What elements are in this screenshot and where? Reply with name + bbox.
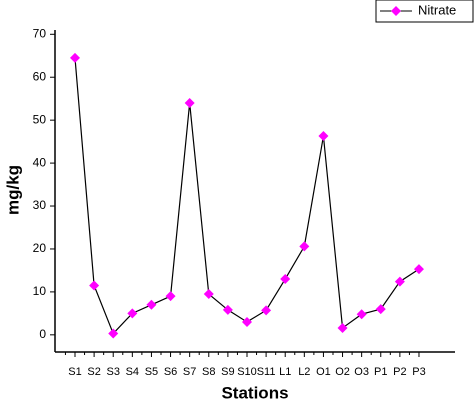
marker [280, 274, 291, 285]
marker [413, 264, 424, 275]
y-tick-label: 10 [33, 284, 47, 298]
x-tick-label: P3 [412, 366, 425, 378]
x-tick-label: S7 [183, 366, 196, 378]
legend-marker [391, 6, 401, 16]
x-tick-label: S8 [202, 366, 215, 378]
y-tick-label: 40 [33, 155, 47, 169]
marker [241, 316, 252, 327]
y-tick-label: 20 [33, 241, 47, 255]
marker [222, 304, 233, 315]
x-tick-label: L1 [279, 366, 291, 378]
x-tick-label: P1 [374, 366, 387, 378]
x-tick-label: S6 [164, 366, 177, 378]
y-tick-label: 60 [33, 69, 47, 83]
x-tick-label: S2 [87, 366, 100, 378]
marker [337, 322, 348, 333]
marker [299, 241, 310, 252]
y-tick-label: 70 [33, 26, 47, 40]
x-tick-label: O3 [354, 366, 369, 378]
marker [146, 299, 157, 310]
legend-label: Nitrate [418, 2, 456, 17]
marker [89, 280, 100, 291]
y-tick-label: 0 [39, 327, 46, 341]
x-tick-label: L2 [298, 366, 310, 378]
y-axis-label: mg/kg [3, 165, 22, 215]
legend-box [375, 0, 474, 23]
y-tick-label: 50 [33, 112, 47, 126]
x-tick-label: O2 [335, 366, 350, 378]
x-tick-label: O1 [316, 366, 331, 378]
marker [165, 291, 176, 302]
marker [318, 131, 329, 142]
marker [261, 305, 272, 316]
marker [127, 308, 138, 319]
x-tick-label: S10 [237, 366, 257, 378]
y-tick-label: 30 [33, 198, 47, 212]
x-tick-label: P2 [393, 366, 406, 378]
x-tick-label: S4 [126, 366, 139, 378]
marker [356, 309, 367, 320]
x-tick-label: S11 [257, 366, 276, 378]
marker [70, 52, 80, 63]
x-tick-label: S1 [68, 366, 81, 378]
marker [375, 304, 386, 315]
marker [394, 276, 405, 287]
x-tick-label: S9 [221, 366, 234, 378]
marker [108, 328, 119, 339]
x-tick-label: S5 [145, 366, 158, 378]
x-axis-label: Stations [221, 383, 288, 402]
marker [184, 97, 195, 108]
x-tick-label: S3 [106, 366, 119, 378]
line [74, 57, 420, 335]
marker [203, 289, 214, 300]
